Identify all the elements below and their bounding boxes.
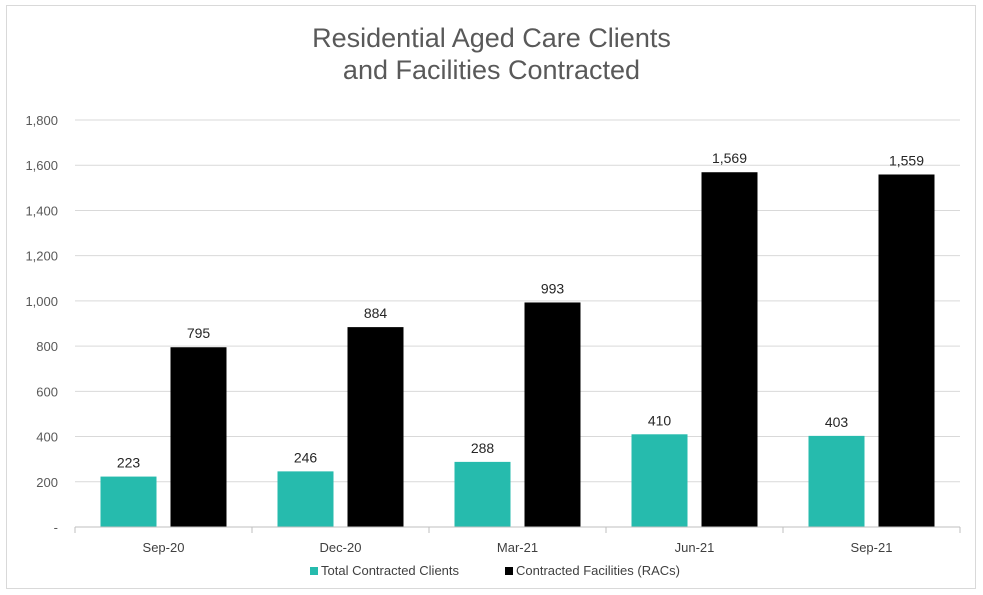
y-tick-label: 1,200	[25, 249, 58, 264]
data-label: 246	[294, 449, 318, 465]
bar-facilities	[878, 174, 935, 527]
bar-facilities	[347, 327, 404, 527]
chart-title: Residential Aged Care Clients and Facili…	[0, 22, 983, 86]
bar-clients	[100, 476, 157, 527]
legend-swatch-facilities	[505, 567, 513, 575]
bar-clients	[631, 434, 688, 527]
bar-facilities	[701, 172, 758, 527]
x-tick-label: Sep-21	[851, 540, 893, 555]
chart-title-line-1: Residential Aged Care Clients	[312, 23, 671, 53]
data-label: 1,559	[889, 152, 924, 168]
x-tick-label: Sep-20	[143, 540, 185, 555]
y-tick-label: 400	[36, 430, 58, 445]
data-label: 884	[364, 305, 388, 321]
x-axis: Sep-20 Dec-20 Mar-21 Jun-21 Sep-21	[74, 526, 961, 555]
data-label: 288	[471, 440, 495, 456]
y-tick-label: 1,400	[25, 203, 58, 218]
data-labels: 223 795 246 884 288 993 410 1,569 403 1,559	[117, 150, 924, 470]
y-tick-label: 1,000	[25, 294, 58, 309]
bars	[100, 172, 935, 527]
data-label: 410	[648, 412, 672, 428]
data-label: 795	[187, 325, 211, 341]
y-tick-label: 1,800	[25, 113, 58, 128]
y-tick-label: -	[54, 520, 58, 535]
data-label: 1,569	[712, 150, 747, 166]
x-tick-label: Dec-20	[320, 540, 362, 555]
y-tick-label: 600	[36, 384, 58, 399]
chart-title-line-2: and Facilities Contracted	[342, 55, 641, 85]
y-axis: - 200 400 600 800 1,000 1,200 1,400 1,600 1,800	[25, 113, 58, 535]
bar-clients	[808, 435, 865, 527]
x-tick-label: Jun-21	[675, 540, 715, 555]
y-tick-label: 200	[36, 475, 58, 490]
bar-facilities	[524, 302, 581, 527]
bar-facilities	[170, 347, 227, 527]
legend-label-clients: Total Contracted Clients	[321, 563, 460, 578]
bar-clients	[454, 461, 511, 527]
legend-label-facilities: Contracted Facilities (RACs)	[516, 563, 680, 578]
y-tick-label: 1,600	[25, 158, 58, 173]
legend: Total Contracted Clients Contracted Facil…	[310, 563, 680, 578]
y-tick-label: 800	[36, 339, 58, 354]
data-label: 403	[825, 414, 849, 430]
x-tick-label: Mar-21	[497, 540, 538, 555]
data-label: 223	[117, 455, 141, 471]
data-label: 993	[541, 280, 565, 296]
legend-swatch-clients	[310, 567, 318, 575]
bar-clients	[277, 471, 334, 527]
